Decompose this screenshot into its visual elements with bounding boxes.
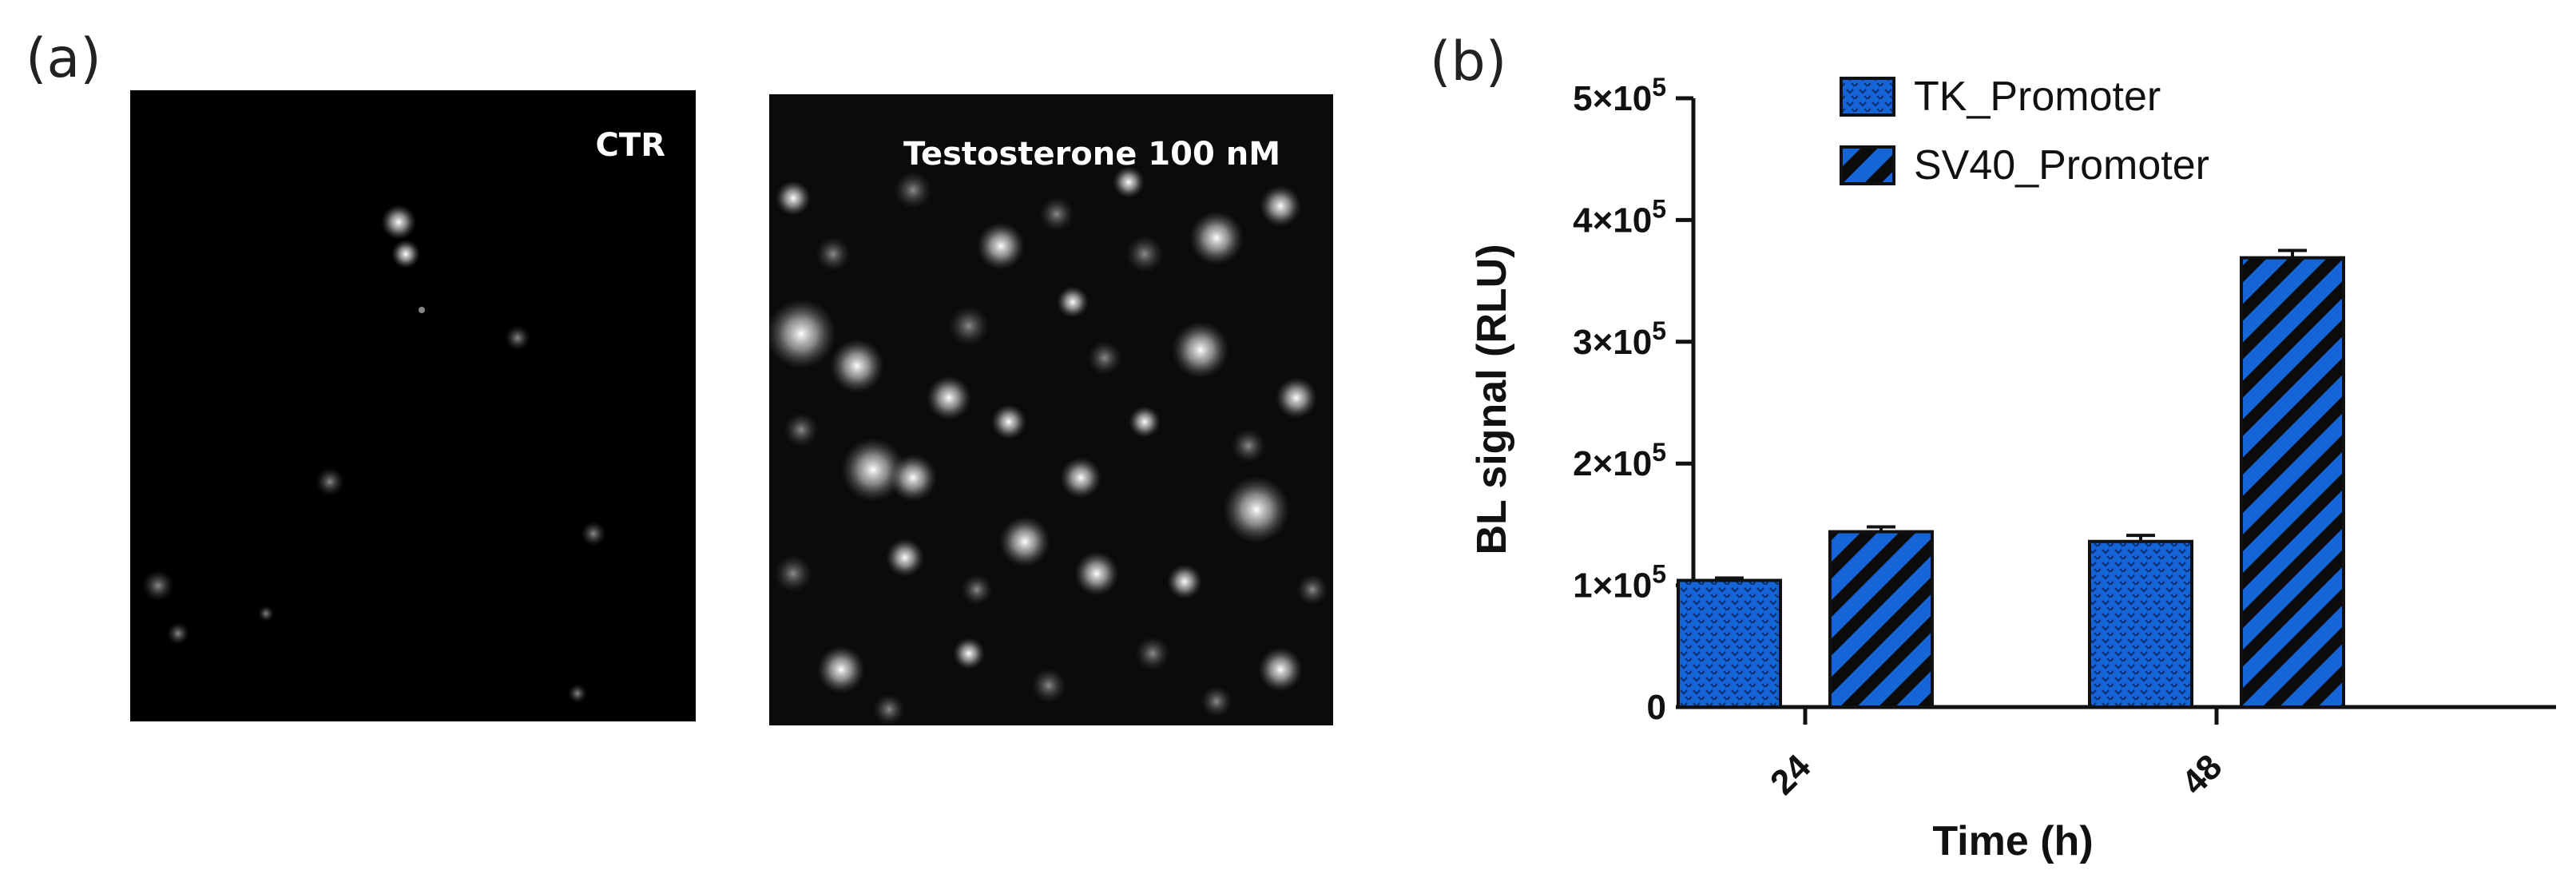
x-axis-title: Time (h)	[1932, 818, 2093, 864]
y-tick-label: 5×105	[1573, 73, 1666, 118]
y-tick-label: 2×105	[1573, 438, 1666, 483]
legend: TK_Promoter SV40_Promoter	[1840, 74, 2209, 189]
y-tick-label: 1×105	[1573, 560, 1666, 606]
bar-TK_Promoter-24	[1677, 578, 1782, 709]
x-tick-label: 24	[1763, 747, 1819, 803]
legend-label-SV40_Promoter: SV40_Promoter	[1914, 142, 2209, 189]
legend-swatch-SV40_Promoter	[1840, 145, 1895, 185]
micrograph-ctr-label: CTR	[595, 127, 665, 164]
bar-chart: 0 1×105 2×105 3×105 4×105 5×105 24 48 BL signa…	[1469, 73, 2556, 864]
micrograph-testosterone-cells	[769, 94, 1333, 725]
y-tick-label: 3×105	[1573, 316, 1666, 362]
bar-SV40_Promoter-48	[2240, 256, 2345, 709]
bar-TK_Promoter-48	[2088, 539, 2193, 709]
y-ticks: 0 1×105 2×105 3×105 4×105 5×105	[1573, 73, 1693, 727]
legend-label-TK_Promoter: TK_Promoter	[1914, 74, 2161, 120]
bars	[1677, 256, 2345, 709]
micrograph-testosterone-label: Testosterone 100 nM	[903, 136, 1281, 173]
panel-a-letter: (a)	[26, 27, 101, 90]
x-tick-label: 48	[2174, 747, 2229, 802]
micrograph-ctr: CTR	[130, 90, 696, 721]
legend-swatch-TK_Promoter	[1840, 77, 1895, 117]
micrograph-testosterone: Testosterone 100 nM	[769, 94, 1333, 725]
x-ticks: 24 48	[1763, 707, 2229, 802]
y-tick-label: 4×105	[1573, 194, 1666, 240]
panel-b-letter: (b)	[1430, 30, 1507, 93]
bar-SV40_Promoter-24	[1828, 530, 1934, 709]
y-axis-title: BL signal (RLU)	[1469, 244, 1515, 554]
error-bars	[1715, 248, 2307, 581]
y-tick-label: 0	[1647, 688, 1666, 727]
micrograph-ctr-cells	[142, 205, 606, 703]
